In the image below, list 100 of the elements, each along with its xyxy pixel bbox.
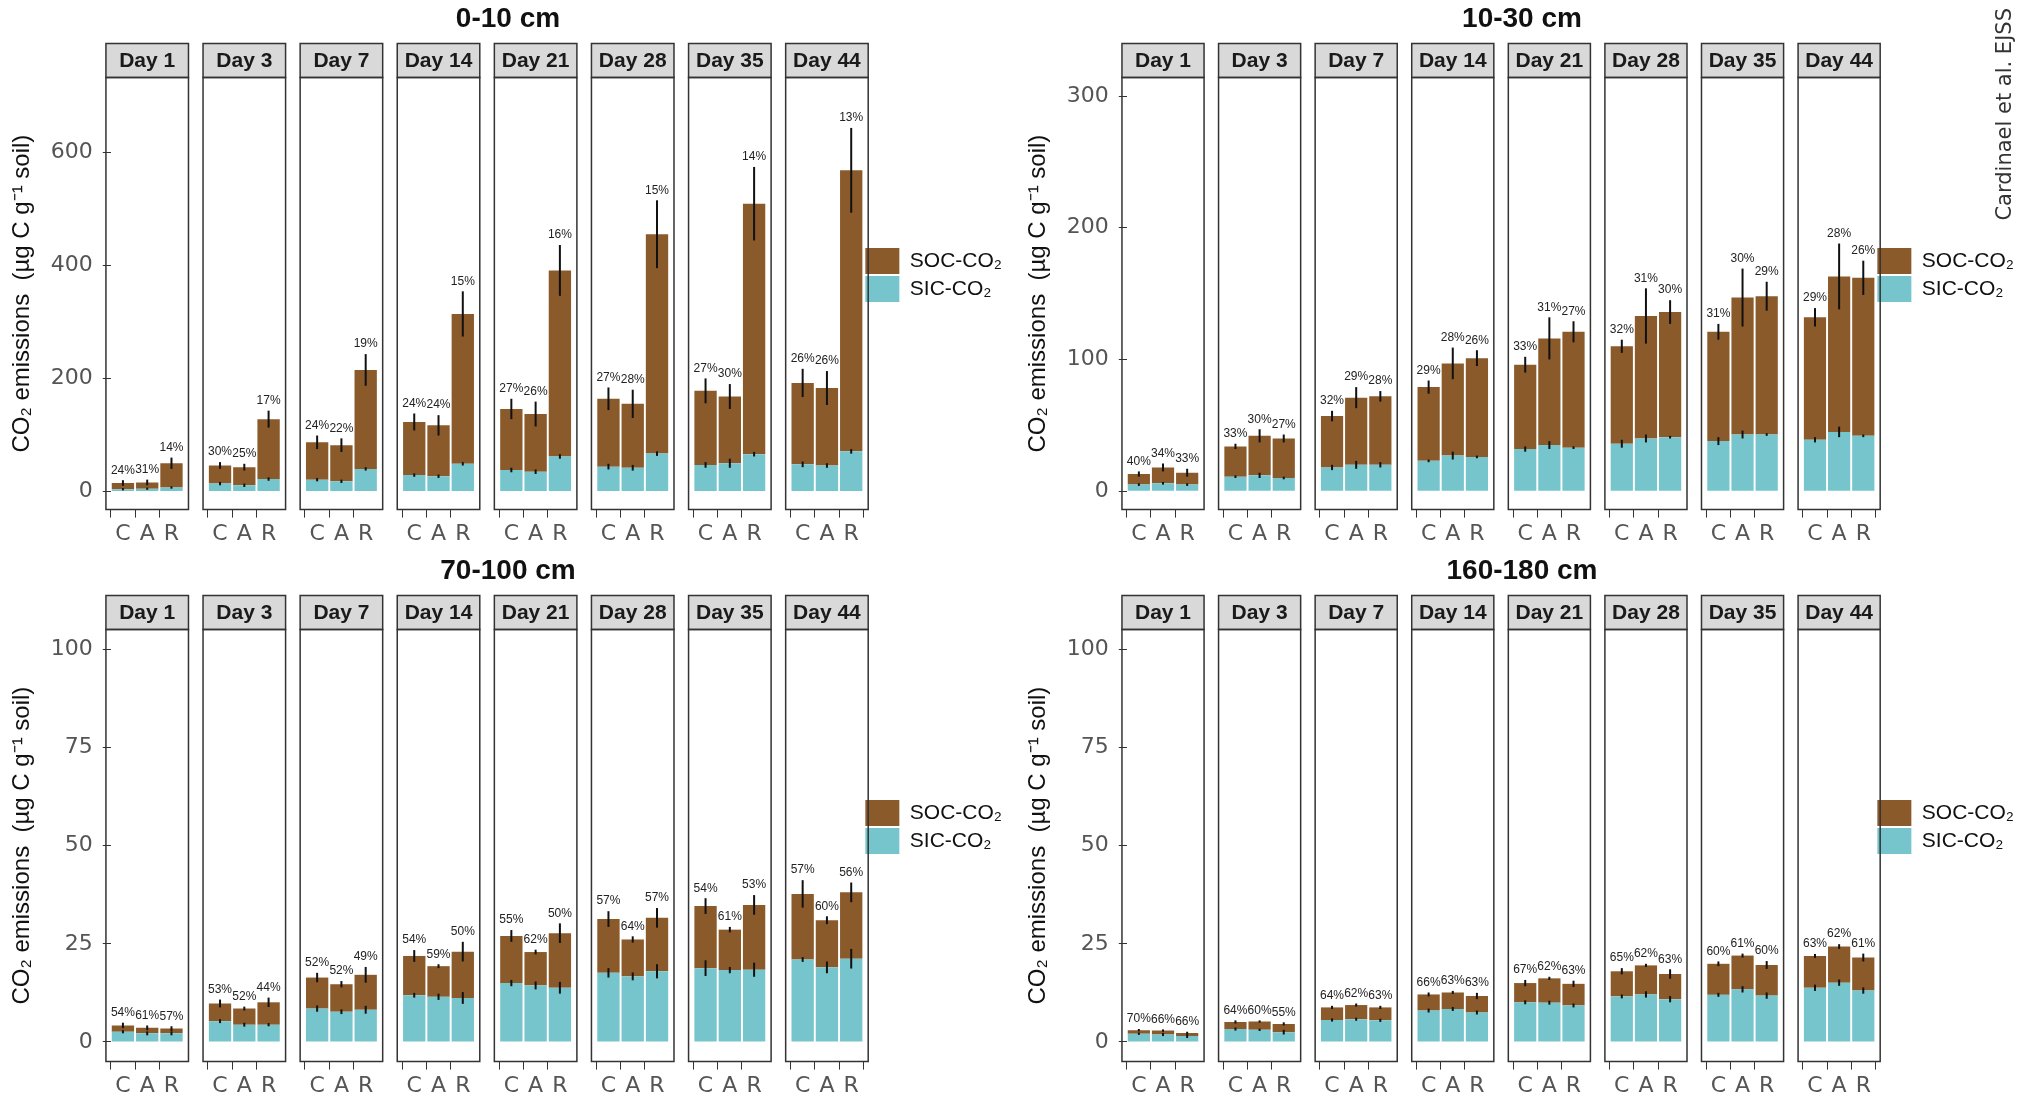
- x-tick-label: A: [1831, 1071, 1847, 1097]
- annotation: 24%: [426, 397, 451, 412]
- annotation: 24%: [305, 417, 330, 432]
- x-tick-label: R: [358, 519, 374, 545]
- annotation: 28%: [620, 372, 646, 387]
- x-tick-label: A: [1445, 519, 1461, 545]
- annotation: 63%: [1802, 936, 1828, 951]
- text: Day 7: [1328, 48, 1385, 72]
- x-tick-label: A: [1831, 519, 1847, 545]
- y-tick-label: 75: [1080, 733, 1109, 759]
- annotation: 63%: [1658, 951, 1683, 966]
- text: Day 1: [1134, 48, 1192, 72]
- x-tick-label: A: [1735, 519, 1751, 545]
- annotation: 57%: [790, 862, 815, 877]
- annotation: 31%: [1537, 299, 1562, 314]
- annotation: 50%: [547, 905, 573, 920]
- x-tick-label: C: [115, 1071, 131, 1097]
- x-tick-label: R: [843, 519, 859, 545]
- text: Day 35: [695, 48, 765, 72]
- annotation: 27%: [693, 360, 718, 375]
- x-tick-label: A: [1348, 1071, 1364, 1097]
- annotation: 27%: [1271, 416, 1297, 431]
- annotation: 19%: [353, 336, 379, 351]
- x-tick-label: C: [1710, 1071, 1727, 1097]
- legend-label: SIC-CO₂: [909, 275, 992, 299]
- annotation: 33%: [1175, 451, 1200, 466]
- x-tick-label: A: [722, 1071, 738, 1097]
- x-tick-label: A: [333, 1071, 349, 1097]
- annotation: 15%: [450, 273, 476, 288]
- legend-label: SOC-CO₂: [1921, 799, 2014, 823]
- x-tick-label: R: [649, 1071, 665, 1097]
- text: Day 1: [119, 600, 176, 624]
- annotation: 67%: [1513, 962, 1538, 977]
- annotation: 60%: [1754, 943, 1780, 958]
- annotation: 26%: [1851, 242, 1876, 257]
- y-tick-label: 100: [1066, 345, 1109, 371]
- x-tick-label: R: [1662, 519, 1678, 545]
- annotation: 29%: [1754, 264, 1780, 279]
- annotation: 17%: [256, 392, 281, 407]
- x-tick-label: R: [163, 1071, 180, 1097]
- x-tick-label: C: [212, 1071, 228, 1097]
- x-tick-label: R: [455, 519, 471, 545]
- annotation: 56%: [839, 864, 864, 879]
- x-tick-label: A: [625, 1071, 641, 1097]
- chart-title: 10-30 cm: [1462, 1, 1582, 33]
- x-tick-label: C: [406, 1071, 422, 1097]
- x-tick-label: R: [1276, 1071, 1292, 1097]
- legend-label: SIC-CO₂: [1921, 827, 2004, 851]
- annotation: 29%: [1416, 362, 1441, 377]
- annotation: 32%: [1320, 393, 1345, 408]
- x-tick-label: R: [1855, 1071, 1871, 1097]
- x-tick-label: R: [843, 1071, 859, 1097]
- annotation: 27%: [499, 381, 524, 396]
- x-tick-label: A: [819, 1071, 835, 1097]
- x-tick-label: C: [794, 519, 811, 545]
- text: Day 21: [501, 48, 570, 72]
- y-tick-label: 50: [1080, 831, 1109, 857]
- x-tick-label: A: [1252, 1071, 1268, 1097]
- text: Day 35: [1708, 48, 1777, 72]
- x-tick-label: A: [430, 1071, 447, 1097]
- annotation: 60%: [814, 898, 840, 913]
- annotation: 60%: [1706, 943, 1731, 958]
- annotation: 30%: [1658, 282, 1683, 297]
- y-axis-title: CO₂ emissions (µg C g⁻¹ soil): [1023, 686, 1051, 1005]
- annotation: 66%: [1175, 1014, 1200, 1029]
- y-tick-label: 200: [1066, 213, 1109, 239]
- text: Day 14: [1418, 48, 1487, 72]
- y-tick-label: 25: [64, 929, 93, 955]
- x-tick-label: A: [1155, 519, 1171, 545]
- annotation: 54%: [110, 1005, 136, 1020]
- x-tick-label: C: [1710, 519, 1727, 545]
- annotation: 15%: [644, 182, 670, 197]
- x-tick-label: R: [1855, 519, 1871, 545]
- x-tick-label: C: [600, 519, 617, 545]
- y-tick-label: 100: [1066, 634, 1109, 660]
- annotation: 62%: [1537, 959, 1562, 974]
- annotation: 60%: [1247, 1002, 1272, 1017]
- x-tick-label: A: [625, 519, 641, 545]
- annotation: 54%: [402, 932, 427, 947]
- x-tick-label: A: [1638, 519, 1654, 545]
- y-tick-label: 25: [1080, 929, 1109, 955]
- x-tick-label: R: [260, 519, 277, 545]
- annotation: 28%: [1827, 225, 1852, 240]
- x-tick-label: R: [358, 1071, 374, 1097]
- text: Day 7: [1328, 600, 1385, 624]
- text: Day 3: [1231, 600, 1288, 624]
- y-tick-label: 0: [78, 1027, 93, 1053]
- x-tick-label: R: [1469, 519, 1485, 545]
- legend-label: SIC-CO₂: [909, 827, 992, 851]
- annotation: 31%: [135, 461, 160, 476]
- annotation: 55%: [1271, 1004, 1297, 1019]
- legend-label: SOC-CO₂: [909, 799, 1002, 823]
- x-tick-label: C: [1131, 519, 1147, 545]
- annotation: 50%: [450, 924, 476, 939]
- annotation: 52%: [329, 963, 354, 978]
- annotation: 61%: [717, 909, 743, 924]
- annotation: 24%: [110, 462, 136, 477]
- text: Day 1: [119, 48, 176, 72]
- x-tick-label: R: [649, 519, 665, 545]
- annotation: 57%: [159, 1008, 184, 1023]
